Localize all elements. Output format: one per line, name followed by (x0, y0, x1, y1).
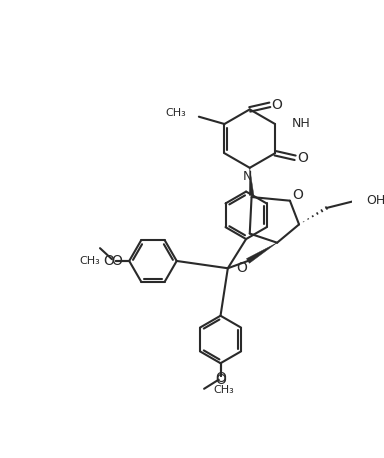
Text: O: O (111, 254, 122, 268)
Text: O: O (272, 98, 283, 112)
Polygon shape (249, 168, 254, 196)
Text: O: O (292, 188, 303, 202)
Text: O: O (215, 371, 226, 385)
Text: CH₃: CH₃ (214, 385, 235, 395)
Text: CH₃: CH₃ (166, 108, 186, 118)
Text: O: O (103, 254, 114, 268)
Polygon shape (247, 243, 277, 263)
Text: O: O (215, 373, 226, 387)
Text: NH: NH (291, 118, 310, 131)
Text: CH₃: CH₃ (79, 256, 100, 266)
Text: O: O (236, 261, 247, 275)
Text: O: O (297, 151, 308, 165)
Text: N: N (243, 170, 253, 184)
Text: OH: OH (367, 194, 384, 207)
